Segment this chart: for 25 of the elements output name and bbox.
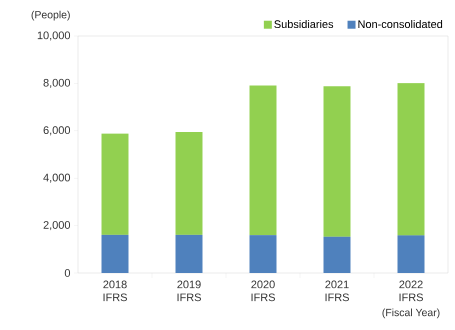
x-tick-label: 2020 IFRS — [251, 280, 275, 302]
x-tick-label: 2018 IFRS — [103, 280, 127, 302]
y-axis-title: (People) — [32, 10, 70, 20]
bar — [324, 236, 350, 273]
y-tick-label: 4,000 — [43, 174, 70, 183]
bar — [102, 234, 128, 273]
x-tick-label: 2022 IFRS — [399, 280, 423, 302]
x-axis-title: (Fiscal Year) — [382, 308, 440, 318]
bar — [250, 235, 276, 273]
legend-label: Subsidiaries — [274, 20, 334, 28]
bar — [176, 234, 202, 273]
y-tick-label: 8,000 — [44, 78, 70, 88]
y-tick-label: 0 — [64, 269, 70, 277]
y-tick-label: 10,000 — [38, 31, 70, 41]
bar — [250, 86, 276, 236]
bar — [102, 134, 128, 235]
legend-label: Non-consolidated — [358, 20, 442, 28]
bar — [176, 132, 202, 235]
y-tick-label: 6,000 — [44, 126, 70, 136]
x-tick-label: 2019 IFRS — [177, 280, 201, 302]
bar — [398, 235, 425, 273]
bar — [398, 83, 425, 236]
x-tick-label: 2021 IFRS — [325, 280, 349, 302]
y-tick-label: 2,000 — [44, 221, 70, 230]
bar — [324, 86, 350, 237]
